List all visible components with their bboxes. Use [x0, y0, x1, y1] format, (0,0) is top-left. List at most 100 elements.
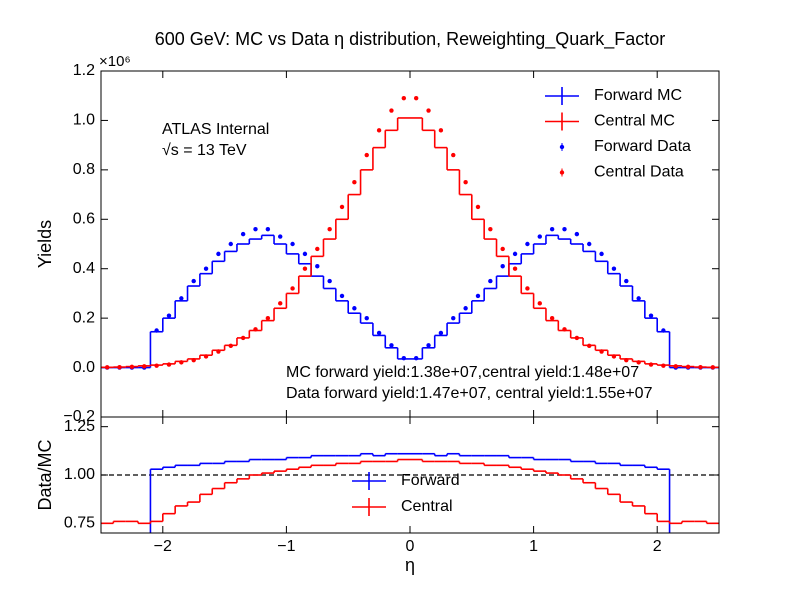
data-point — [562, 226, 567, 232]
y-tick-label: 1.0 — [73, 112, 95, 129]
data-point — [364, 152, 369, 158]
data-point — [661, 363, 666, 368]
data-point — [488, 278, 493, 284]
data-point — [315, 246, 320, 252]
data-point — [166, 313, 172, 318]
legend-label: Forward MC — [594, 87, 682, 104]
data-point — [512, 251, 518, 257]
data-point — [599, 349, 604, 354]
annotation: Data forward yield:1.47e+07, central yie… — [286, 385, 653, 402]
x-tick-label: 2 — [653, 538, 662, 555]
legend-label: Forward Data — [594, 138, 691, 155]
y-tick-label: 0.4 — [73, 260, 95, 277]
data-point — [104, 365, 110, 370]
data-point — [327, 226, 332, 232]
x-tick-label: 1 — [529, 538, 538, 555]
data-point — [166, 362, 172, 367]
data-point — [451, 315, 456, 321]
x-tick-label: −1 — [277, 538, 295, 555]
data-point — [537, 234, 542, 239]
y-tick-label: −0.2 — [63, 408, 95, 425]
data-point — [129, 364, 135, 370]
data-point — [352, 180, 357, 185]
data-point — [413, 355, 419, 361]
data-point — [710, 365, 716, 370]
data-point — [451, 152, 456, 158]
data-point — [426, 343, 431, 348]
data-point — [438, 330, 444, 336]
data-point — [587, 241, 592, 247]
data-point — [574, 231, 580, 237]
data-point — [191, 357, 196, 363]
data-point — [537, 301, 542, 306]
data-point — [352, 306, 357, 311]
data-point — [648, 362, 654, 367]
y-tick-label: 0.6 — [73, 211, 95, 228]
y-tick-label: 0.2 — [73, 309, 95, 326]
data-point — [636, 296, 641, 301]
data-point — [475, 293, 481, 299]
data-point — [290, 286, 295, 291]
data-point — [265, 226, 271, 232]
data-point — [203, 354, 209, 359]
x-tick-label: 0 — [406, 538, 415, 555]
data-point — [327, 278, 332, 284]
data-point — [179, 360, 184, 365]
data-point — [500, 264, 505, 269]
data-point — [154, 363, 159, 368]
data-point — [648, 313, 654, 318]
data-point — [611, 354, 617, 359]
data-point — [240, 335, 246, 341]
data-point — [253, 327, 258, 332]
data-point — [339, 204, 345, 210]
y-tick-label: 1.00 — [64, 466, 95, 483]
data-point — [587, 343, 592, 349]
legend-label: Central MC — [594, 113, 675, 130]
y-tick-label: 1.2 — [73, 62, 95, 79]
data-point — [339, 293, 345, 299]
data-point — [253, 226, 258, 232]
data-point — [525, 241, 530, 247]
data-point — [179, 296, 184, 301]
y-axis-label: Data/MC — [35, 439, 55, 510]
data-point — [562, 327, 567, 332]
y-axis-label: Yields — [35, 220, 55, 268]
data-point — [142, 364, 147, 369]
data-point — [376, 128, 382, 133]
data-point — [512, 266, 518, 271]
data-point — [216, 251, 221, 257]
y-tick-label: 1.25 — [64, 418, 95, 435]
data-point — [278, 234, 283, 239]
data-point — [117, 365, 122, 370]
data-point — [574, 335, 580, 341]
data-point — [475, 204, 481, 210]
data-point — [549, 315, 555, 321]
data-point — [228, 343, 233, 349]
data-point — [401, 95, 407, 101]
legend-label: Central Data — [594, 164, 684, 181]
data-point — [624, 357, 629, 363]
data-point — [302, 266, 308, 271]
annotation: ATLAS Internal — [162, 121, 269, 138]
chart-title: 600 GeV: MC vs Data η distribution, Rewe… — [155, 29, 666, 50]
data-point — [389, 108, 394, 113]
data-point — [438, 128, 444, 133]
data-point — [685, 364, 691, 370]
data-point — [413, 95, 419, 101]
data-point — [315, 264, 320, 269]
legend-label: Forward — [401, 472, 460, 489]
data-point — [488, 226, 493, 232]
y-tick-label: 0.75 — [64, 515, 95, 532]
data-point — [500, 246, 505, 252]
x-axis-label: η — [405, 555, 415, 575]
data-point — [636, 360, 641, 365]
data-point — [426, 108, 431, 113]
data-point — [302, 251, 308, 257]
data-point — [240, 231, 246, 237]
data-point — [265, 315, 271, 321]
data-point — [673, 364, 678, 369]
data-point — [401, 355, 407, 361]
data-point — [463, 180, 468, 185]
data-point — [389, 343, 394, 348]
y-tick-label: 0.0 — [73, 359, 95, 376]
